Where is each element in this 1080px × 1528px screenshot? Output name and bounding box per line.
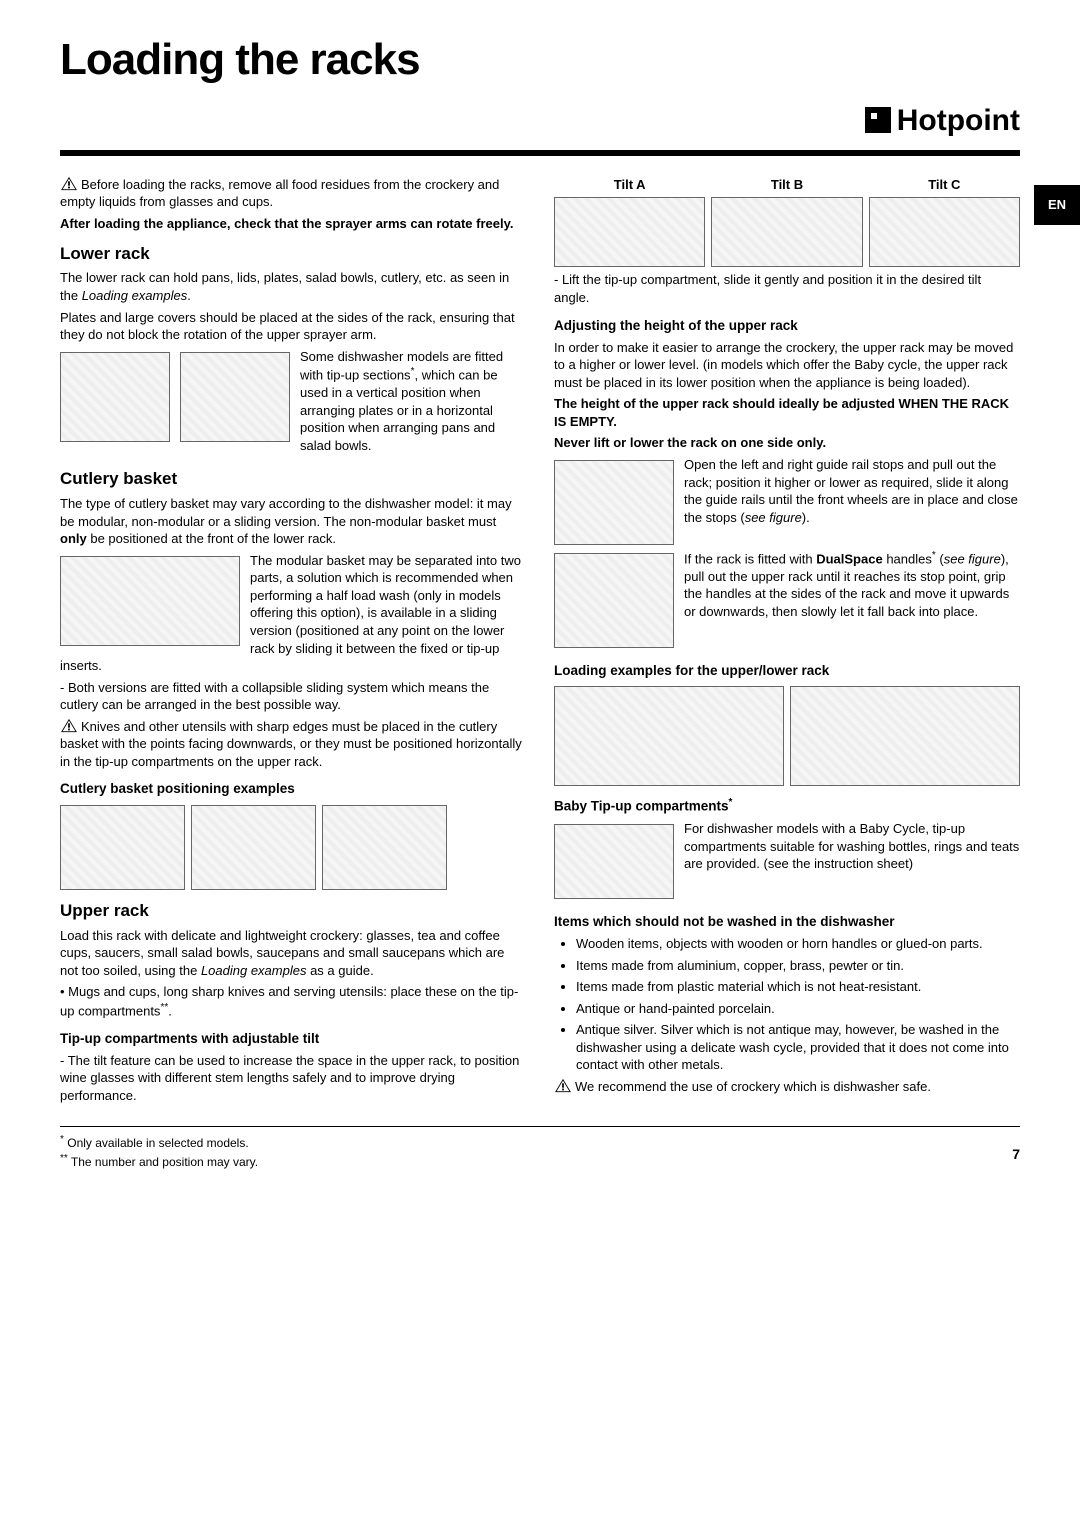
- intro-text: Before loading the racks, remove all foo…: [60, 177, 499, 210]
- lower-rack-diagram-1: [60, 352, 170, 442]
- cutlery-pos-diagram-3: [322, 805, 447, 890]
- tilt-labels-row: Tilt A Tilt B Tilt C: [554, 176, 1020, 268]
- final-warning: We recommend the use of crockery which i…: [554, 1078, 1020, 1096]
- loadex-lower-diagram: [790, 686, 1020, 786]
- cutlery-heading: Cutlery basket: [60, 468, 526, 491]
- upper-rack-heading: Upper rack: [60, 900, 526, 923]
- lower-rack-diagram-2: [180, 352, 290, 442]
- upper-p1: Load this rack with delicate and lightwe…: [60, 927, 526, 980]
- tipup-heading: Tip-up compartments with adjustable tilt: [60, 1030, 526, 1048]
- upper-p2: • Mugs and cups, long sharp knives and s…: [60, 983, 526, 1019]
- cutlery-basket-diagram: [60, 556, 240, 646]
- lower-rack-heading: Lower rack: [60, 243, 526, 266]
- loadex-heading: Loading examples for the upper/lower rac…: [554, 662, 1020, 680]
- guide-rail-diagram: [554, 460, 674, 545]
- intro-bold: After loading the appliance, check that …: [60, 215, 526, 233]
- intro-warning: Before loading the racks, remove all foo…: [60, 176, 526, 211]
- lang-tab: EN: [1034, 185, 1080, 225]
- cutlery-warning: Knives and other utensils with sharp edg…: [60, 718, 526, 771]
- footnotes: * Only available in selected models. ** …: [60, 1126, 1020, 1169]
- list-item: Wooden items, objects with wooden or hor…: [576, 935, 1020, 953]
- lower-rack-p1: The lower rack can hold pans, lids, plat…: [60, 269, 526, 304]
- list-item: Antique or hand-painted porcelain.: [576, 1000, 1020, 1018]
- baby-block: For dishwasher models with a Baby Cycle,…: [554, 820, 1020, 903]
- brand-logo: Hotpoint: [60, 101, 1020, 142]
- tilt-c-label: Tilt C: [869, 176, 1020, 194]
- brand-text: Hotpoint: [897, 104, 1020, 137]
- adjust-p1: In order to make it easier to arrange th…: [554, 339, 1020, 392]
- cutlery-pos-images: [60, 805, 526, 890]
- page-title: Loading the racks: [60, 30, 1020, 89]
- cutlery-pos-diagram-1: [60, 805, 185, 890]
- adjust-bold1: The height of the upper rack should idea…: [554, 395, 1020, 430]
- baby-diagram: [554, 824, 674, 899]
- cutlery-p1: The type of cutlery basket may vary acco…: [60, 495, 526, 548]
- warning-icon: [60, 718, 78, 733]
- tipup-p: - The tilt feature can be used to increa…: [60, 1052, 526, 1105]
- warning-icon: [554, 1078, 572, 1093]
- tilt-b-label: Tilt B: [711, 176, 862, 194]
- tilt-b-diagram: [711, 197, 862, 267]
- lower-rack-p2: Plates and large covers should be placed…: [60, 309, 526, 344]
- cutlery-pos-heading: Cutlery basket positioning examples: [60, 780, 526, 798]
- items-heading: Items which should not be washed in the …: [554, 913, 1020, 931]
- footnote-1: Only available in selected models.: [67, 1136, 248, 1150]
- page-number: 7: [1012, 1145, 1020, 1164]
- cutlery-pos-diagram-2: [191, 805, 316, 890]
- footnote-2: The number and position may vary.: [71, 1155, 258, 1169]
- loadex-upper-diagram: [554, 686, 784, 786]
- list-item: Antique silver. Silver which is not anti…: [576, 1021, 1020, 1074]
- list-item: Items made from aluminium, copper, brass…: [576, 957, 1020, 975]
- tilt-c-diagram: [869, 197, 1020, 267]
- left-column: Before loading the racks, remove all foo…: [60, 176, 526, 1109]
- brand-icon: [865, 107, 891, 133]
- list-item: Items made from plastic material which i…: [576, 978, 1020, 996]
- warning-icon: [60, 176, 78, 191]
- lower-rack-block: Some dishwasher models are fitted with t…: [60, 348, 526, 459]
- adjust-heading: Adjusting the height of the upper rack: [554, 317, 1020, 335]
- right-column: Tilt A Tilt B Tilt C - Lift the tip-up c…: [554, 176, 1020, 1109]
- loadex-images: [554, 686, 1020, 786]
- adjust-block1: Open the left and right guide rail stops…: [554, 456, 1020, 549]
- tilt-a-diagram: [554, 197, 705, 267]
- adjust-block2: If the rack is fitted with DualSpace han…: [554, 549, 1020, 652]
- cutlery-block: The modular basket may be separated into…: [60, 552, 526, 679]
- dualspace-diagram: [554, 553, 674, 648]
- tilt-a-label: Tilt A: [554, 176, 705, 194]
- adjust-bold2: Never lift or lower the rack on one side…: [554, 434, 1020, 452]
- tilt-p: - Lift the tip-up compartment, slide it …: [554, 271, 1020, 306]
- items-list: Wooden items, objects with wooden or hor…: [554, 935, 1020, 1074]
- baby-heading: Baby Tip-up compartments*: [554, 796, 1020, 816]
- cutlery-p3: - Both versions are fitted with a collap…: [60, 679, 526, 714]
- header-divider: [60, 150, 1020, 156]
